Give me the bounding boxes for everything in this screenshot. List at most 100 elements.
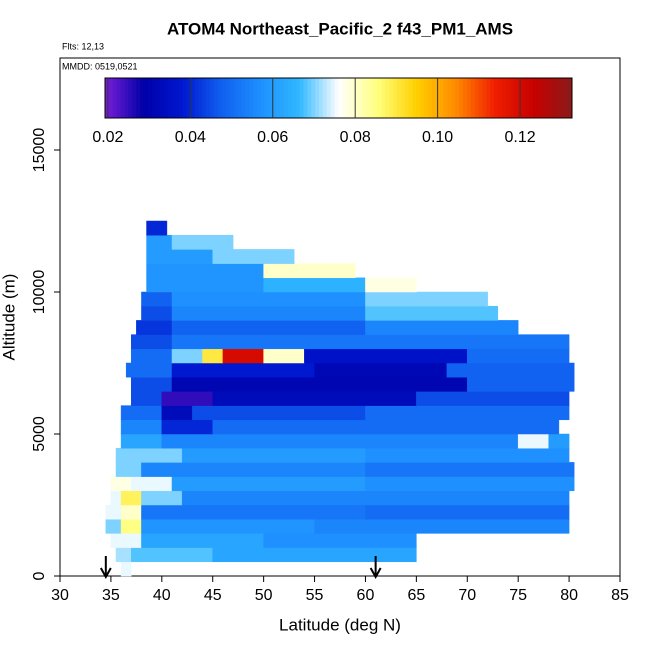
heat-cell <box>365 277 417 293</box>
colorbar-step <box>501 78 507 118</box>
colorbar-step <box>498 78 503 118</box>
colorbar-step <box>424 78 429 118</box>
colorbar-step <box>494 78 499 118</box>
colorbar-step <box>315 78 320 118</box>
colorbar-step <box>116 78 122 118</box>
heat-cell <box>131 547 213 563</box>
colorbar-tick-label: 0.10 <box>422 129 453 146</box>
colorbar-step <box>194 78 199 118</box>
heat-cell <box>120 504 142 520</box>
colorbar-step <box>159 78 164 118</box>
y-tick-label: 5000 <box>31 416 48 452</box>
heat-cell <box>365 305 499 321</box>
heat-cell <box>467 348 570 364</box>
heat-cell <box>467 376 575 392</box>
heat-cell <box>146 263 264 279</box>
colorbar-step <box>143 78 149 118</box>
heat-cell <box>141 490 183 506</box>
colorbar-step <box>466 78 472 118</box>
colorbar-step <box>229 78 234 118</box>
y-tick-label: 0 <box>31 571 48 580</box>
colorbar-step <box>291 78 297 118</box>
heat-cell <box>131 376 173 392</box>
colorbar-step <box>439 78 445 118</box>
heat-cell <box>131 334 173 350</box>
colorbar-step <box>513 78 519 118</box>
colorbar-step <box>299 78 304 118</box>
heat-cell <box>212 419 560 435</box>
x-tick-label: 40 <box>153 587 171 604</box>
colorbar-step <box>120 78 125 118</box>
arrow-head <box>99 567 112 580</box>
date-note: MMDD: 0519,0521 <box>62 61 138 71</box>
colorbar-step <box>303 78 308 118</box>
colorbar-tick-label: 0.04 <box>175 129 206 146</box>
heat-cell <box>263 263 356 279</box>
colorbar-step <box>151 78 157 118</box>
colorbar-step <box>233 78 238 118</box>
colorbar-step <box>369 78 375 118</box>
heat-cell <box>314 518 570 534</box>
heat-cell <box>212 547 417 563</box>
heat-cell <box>263 348 305 364</box>
flights-note: Flts: 12,13 <box>62 41 104 51</box>
heat-cell <box>110 490 122 506</box>
colorbar-step <box>272 78 277 118</box>
x-tick-label: 35 <box>102 587 120 604</box>
colorbar-step <box>252 78 258 118</box>
heat-cell <box>171 362 315 378</box>
colorbar-step <box>330 78 336 118</box>
x-tick-label: 75 <box>509 587 527 604</box>
heat-cell <box>416 391 570 406</box>
colorbar-step <box>210 78 215 118</box>
colorbar-step <box>447 78 452 118</box>
colorbar-step <box>416 78 421 118</box>
heat-cell <box>365 320 519 335</box>
colorbar-step <box>260 78 266 118</box>
heat-cell <box>110 533 142 548</box>
colorbar-step <box>147 78 153 118</box>
heat-cell <box>120 419 163 435</box>
colorbar-step <box>564 78 569 118</box>
colorbar-step <box>295 78 301 118</box>
colorbar-step <box>280 78 285 118</box>
colorbar-step <box>544 78 550 118</box>
colorbar-step <box>505 78 511 118</box>
heat-cell <box>146 220 168 236</box>
colorbar-step <box>190 78 196 118</box>
heat-cell <box>365 447 570 463</box>
colorbar-step <box>385 78 390 118</box>
colorbar-step <box>486 78 491 118</box>
heat-cell <box>115 447 183 463</box>
heat-cell <box>365 504 570 520</box>
x-tick-label: 30 <box>51 587 69 604</box>
colorbar-step <box>213 78 219 118</box>
colorbar-step <box>128 78 133 118</box>
colorbar-step <box>365 78 371 118</box>
colorbar-step <box>552 78 557 118</box>
colorbar-step <box>529 78 534 118</box>
colorbar-step <box>217 78 223 118</box>
heat-cell <box>263 533 417 548</box>
colorbar-step <box>536 78 542 118</box>
heat-cell <box>517 433 549 449</box>
colorbar-step <box>105 78 110 118</box>
colorbar-step <box>155 78 160 118</box>
heat-cell <box>125 362 173 378</box>
colorbar-step <box>455 78 460 118</box>
colorbar-tick-label: 0.12 <box>504 129 535 146</box>
colorbar-step <box>463 78 468 118</box>
colorbar-step <box>225 78 231 118</box>
heat-cell <box>161 391 213 406</box>
heat-cell <box>131 391 163 406</box>
heat-cell <box>181 490 570 506</box>
heat-cell <box>263 277 366 293</box>
colorbar-step <box>108 78 114 118</box>
heat-cell <box>120 518 142 534</box>
x-tick-label: 70 <box>458 587 476 604</box>
heat-cell <box>131 348 173 364</box>
colorbar-step <box>459 78 464 118</box>
colorbar-step <box>509 78 515 118</box>
heat-cell <box>212 249 295 264</box>
